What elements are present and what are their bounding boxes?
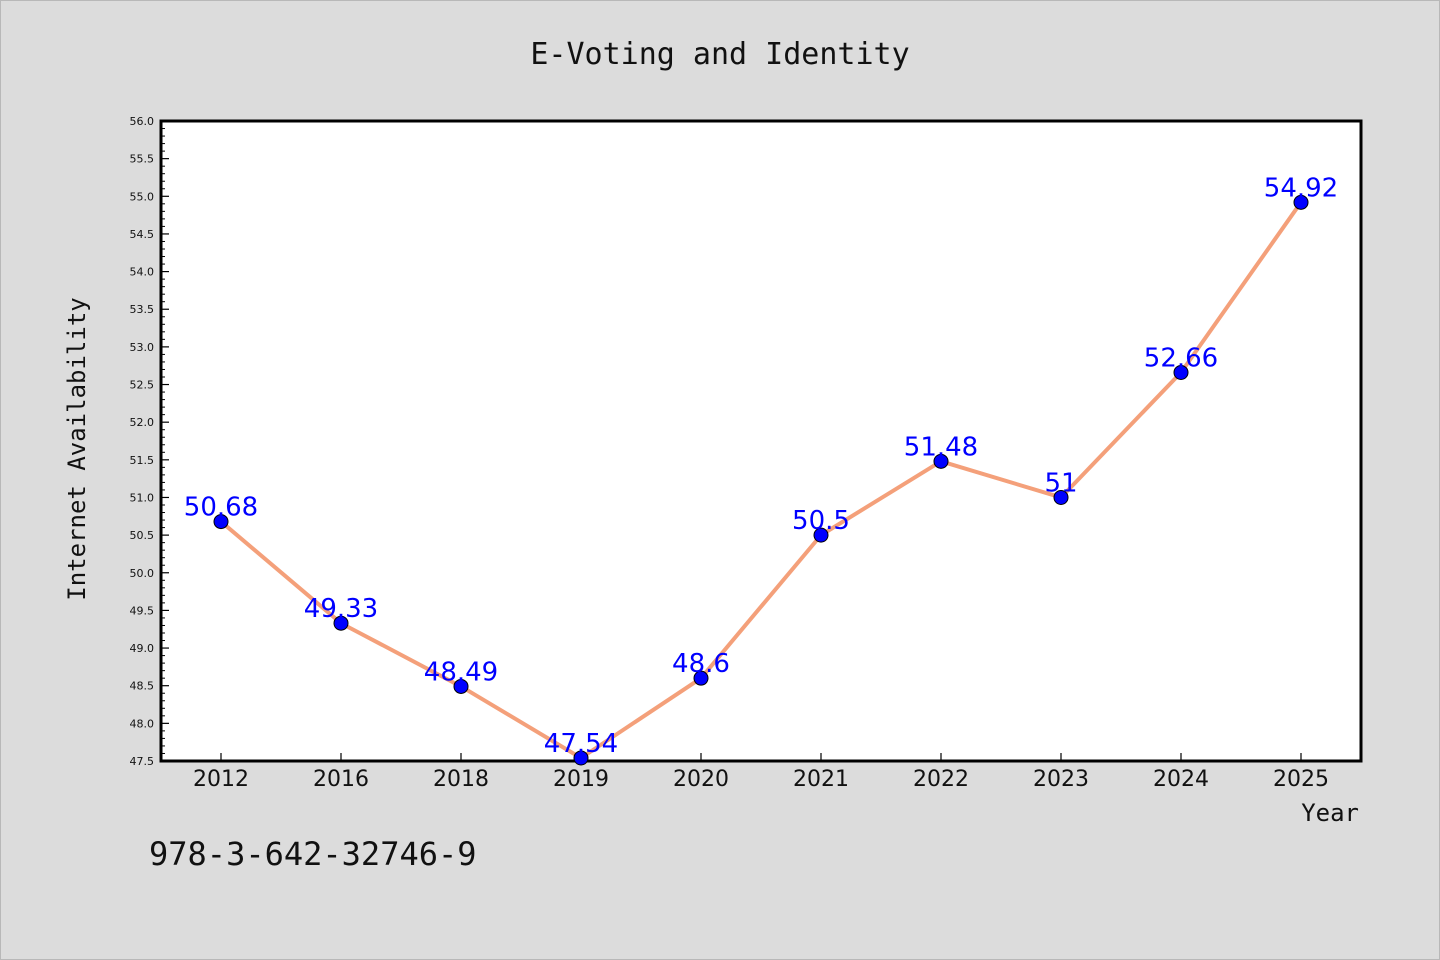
y-axis: 47.5 48.0 48.5 49.0 49.5 50.0 50.5 51.0 51.5 52.0… bbox=[130, 115, 169, 768]
x-axis-label: Year bbox=[1301, 799, 1359, 827]
data-label: 52.66 bbox=[1144, 343, 1218, 373]
series-line bbox=[219, 200, 1303, 760]
x-tick-label: 2025 bbox=[1273, 767, 1329, 792]
y-tick-label: 50.5 bbox=[130, 529, 155, 542]
chart-title: E-Voting and Identity bbox=[530, 37, 909, 72]
data-label: 54.92 bbox=[1264, 173, 1338, 203]
x-tick-label: 2023 bbox=[1033, 767, 1089, 792]
y-tick-label: 53.0 bbox=[130, 341, 155, 354]
x-axis: 2012 2016 2018 2019 2020 2021 2022 2023 2024 2025 bbox=[193, 753, 1329, 792]
data-label: 50.5 bbox=[792, 506, 850, 536]
y-tick-label: 56.0 bbox=[130, 115, 155, 128]
data-label: 48.49 bbox=[424, 657, 498, 687]
x-tick-label: 2022 bbox=[913, 767, 969, 792]
x-tick-label: 2016 bbox=[313, 767, 369, 792]
data-point bbox=[933, 453, 949, 469]
data-label: 51.48 bbox=[904, 432, 978, 462]
y-tick-label: 51.5 bbox=[130, 454, 155, 467]
y-tick-label: 47.5 bbox=[130, 755, 155, 768]
y-axis-label: Internet Availability bbox=[63, 297, 91, 600]
data-point bbox=[693, 670, 709, 686]
data-label: 50.68 bbox=[184, 493, 258, 523]
data-label: 47.54 bbox=[544, 729, 618, 759]
y-tick-label: 53.5 bbox=[130, 303, 155, 316]
y-tick-label: 48.5 bbox=[130, 680, 155, 693]
y-tick-label: 49.0 bbox=[130, 642, 155, 655]
data-point bbox=[1053, 489, 1069, 505]
y-tick-label: 54.0 bbox=[130, 266, 155, 279]
y-tick-label: 55.5 bbox=[130, 153, 155, 166]
x-tick-label: 2012 bbox=[193, 767, 249, 792]
y-tick-label: 52.5 bbox=[130, 379, 155, 392]
x-tick-label: 2019 bbox=[553, 767, 609, 792]
y-tick-label: 49.5 bbox=[130, 604, 155, 617]
data-label: 48.6 bbox=[672, 649, 730, 679]
y-tick-label: 48.0 bbox=[130, 717, 155, 730]
x-tick-label: 2021 bbox=[793, 767, 849, 792]
data-point bbox=[1293, 194, 1309, 210]
data-point bbox=[213, 514, 229, 530]
plot-area bbox=[159, 119, 1363, 763]
data-label: 49.33 bbox=[304, 594, 378, 624]
x-tick-label: 2020 bbox=[673, 767, 729, 792]
series-layer: 50.68 49.33 48.49 47.54 48.6 50.5 51.48 51 52.66… bbox=[184, 173, 1338, 766]
y-tick-label: 55.0 bbox=[130, 190, 155, 203]
isbn-annotation: 978-3-642-32746-9 bbox=[149, 835, 477, 873]
x-tick-label: 2018 bbox=[433, 767, 489, 792]
x-tick-label: 2024 bbox=[1153, 767, 1209, 792]
data-point bbox=[573, 750, 589, 766]
data-point bbox=[1173, 364, 1189, 380]
y-tick-label: 51.0 bbox=[130, 491, 155, 504]
data-point bbox=[453, 678, 469, 694]
data-point bbox=[333, 615, 349, 631]
data-point bbox=[813, 527, 829, 543]
y-tick-label: 50.0 bbox=[130, 567, 155, 580]
y-tick-label: 54.5 bbox=[130, 228, 155, 241]
y-tick-label: 52.0 bbox=[130, 416, 155, 429]
data-label: 51 bbox=[1044, 468, 1077, 498]
